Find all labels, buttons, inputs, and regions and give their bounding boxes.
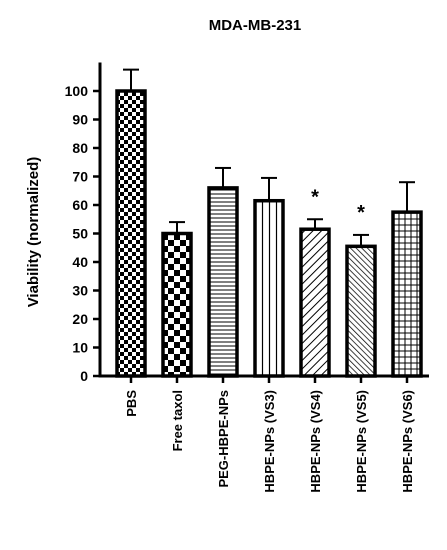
x-tick-label: HBPE-NPs (VS6) <box>400 390 415 493</box>
y-tick-label: 100 <box>65 83 89 99</box>
bar-pbs <box>115 89 147 378</box>
x-tick-label: PBS <box>124 390 139 417</box>
bar-hbpe-nps-vs4 <box>299 227 331 378</box>
significance-star: * <box>311 186 319 208</box>
y-tick-label: 40 <box>72 254 88 270</box>
y-axis-label: Viability (normalized) <box>25 157 42 308</box>
significance-star: * <box>357 202 365 224</box>
x-tick-label: Free taxol <box>170 390 185 451</box>
y-tick-label: 0 <box>80 368 88 384</box>
chart-title: MDA-MB-231 <box>209 17 302 34</box>
bar-hbpe-nps-vs5 <box>345 244 377 378</box>
bar-hbpe-nps-vs3 <box>253 198 285 378</box>
x-tick-label: HBPE-NPs (VS3) <box>262 390 277 493</box>
y-tick-label: 70 <box>72 169 88 185</box>
labels: PBS Free taxol PEG-HBPE-NPs HBPE-NPs (VS3) H… <box>124 186 415 492</box>
y-tick-label: 30 <box>72 283 88 299</box>
y-tick-label: 20 <box>72 311 88 327</box>
bars <box>115 68 423 378</box>
bar-hbpe-nps-vs6 <box>391 210 423 378</box>
y-tick-label: 90 <box>72 112 88 128</box>
y-tick-label: 10 <box>72 340 88 356</box>
y-tick-label: 60 <box>72 197 88 213</box>
y-tick-label: 80 <box>72 140 88 156</box>
x-tick-label: PEG-HBPE-NPs <box>216 390 231 488</box>
x-tick-label: HBPE-NPs (VS5) <box>354 390 369 493</box>
bar-peg-hbpe-nps <box>207 186 239 378</box>
x-tick-label: HBPE-NPs (VS4) <box>308 390 323 493</box>
axes: 0 10 20 30 40 50 60 70 80 90 100 <box>65 62 429 384</box>
bar-free-taxol <box>161 231 193 378</box>
y-tick-label: 50 <box>72 226 88 242</box>
